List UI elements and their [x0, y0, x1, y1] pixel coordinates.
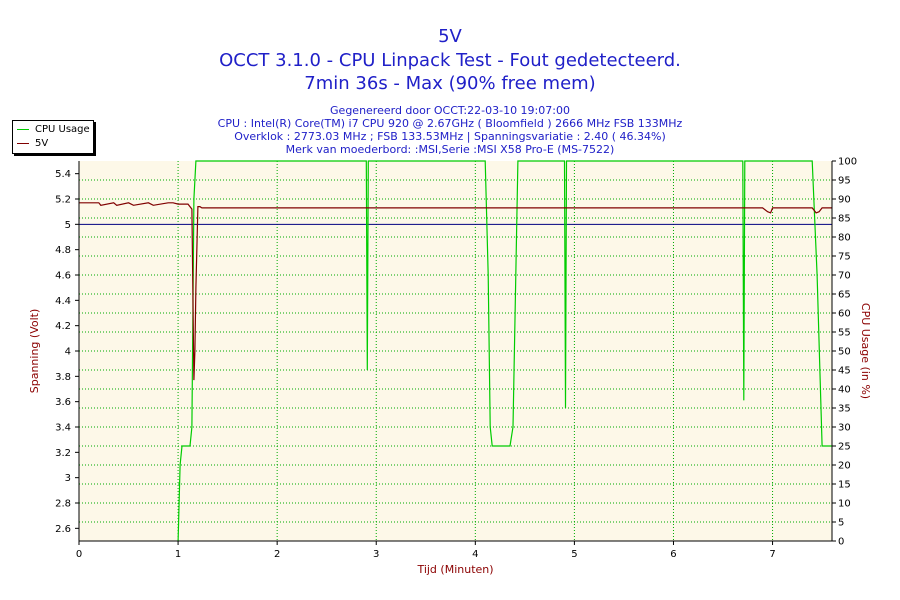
chart-subtitle: OCCT 3.1.0 - CPU Linpack Test - Fout ged…	[219, 50, 681, 71]
y-left-tick-label: 5	[65, 220, 71, 231]
y-left-tick-label: 3.8	[55, 372, 71, 383]
x-tick-label: 4	[472, 549, 478, 560]
series-line-cpu-usage	[177, 160, 832, 542]
info-overclock: Overklok : 2773.03 MHz ; FSB 133.53MHz |…	[234, 130, 666, 143]
x-tick-label: 5	[571, 549, 577, 560]
x-tick-label: 6	[670, 549, 676, 560]
y-axis-title-left: Spanning (Volt)	[28, 309, 41, 394]
chart-subtitle-duration: 7min 36s - Max (90% free mem)	[304, 73, 596, 94]
y-right-tick-label: 75	[838, 252, 851, 263]
y-right-tick-label: 15	[838, 480, 851, 491]
y-left-tick-label: 4.8	[55, 245, 71, 256]
y-right-tick-label: 60	[838, 309, 851, 320]
x-tick-label: 7	[769, 549, 775, 560]
y-right-tick-label: 65	[838, 290, 851, 301]
y-right-tick-label: 95	[838, 176, 851, 187]
x-tick-label: 0	[76, 549, 82, 560]
series-line-5v	[79, 202, 832, 381]
y-right-tick-label: 5	[838, 518, 844, 529]
y-right-tick-label: 90	[838, 195, 851, 206]
y-right-tick-label: 85	[838, 214, 851, 225]
y-right-tick-label: 40	[838, 385, 851, 396]
legend-item-5v: 5V	[17, 138, 48, 150]
info-generated: Gegenereerd door OCCT:22-03-10 19:07:00	[330, 104, 570, 117]
y-left-tick-label: 2.8	[55, 499, 71, 510]
legend-swatch-5v	[17, 142, 29, 144]
y-right-tick-label: 80	[838, 233, 851, 244]
y-left-tick-label: 4.2	[55, 321, 71, 332]
x-tick-label: 3	[373, 549, 379, 560]
x-axis-title: Tijd (Minuten)	[416, 563, 493, 576]
y-right-tick-label: 25	[838, 442, 851, 453]
chart-title: 5V	[438, 26, 462, 47]
y-right-tick-label: 50	[838, 347, 851, 358]
y-right-tick-label: 55	[838, 328, 851, 339]
y-right-tick-label: 35	[838, 404, 851, 415]
y-right-tick-label: 100	[838, 157, 857, 168]
y-right-tick-label: 30	[838, 423, 851, 434]
y-right-tick-label: 45	[838, 366, 851, 377]
y-left-tick-label: 2.6	[55, 524, 71, 535]
y-left-tick-label: 3.6	[55, 397, 71, 408]
y-right-tick-label: 20	[838, 461, 851, 472]
y-right-tick-label: 70	[838, 271, 851, 282]
y-left-tick-label: 3.4	[55, 423, 71, 434]
y-left-tick-label: 4.4	[55, 296, 71, 307]
y-left-tick-label: 3	[65, 473, 71, 484]
legend-item-cpu-usage: CPU Usage	[17, 124, 90, 136]
x-tick-label: 2	[274, 549, 280, 560]
legend-label-5v: 5V	[35, 138, 49, 149]
y-left-tick-label: 3.2	[55, 448, 71, 459]
info-cpu: CPU : Intel(R) Core(TM) i7 CPU 920 @ 2.6…	[217, 117, 683, 130]
y-left-tick-label: 4	[65, 347, 71, 358]
chart-legend: CPU Usage 5V	[12, 120, 94, 154]
y-right-tick-label: 0	[838, 537, 844, 548]
y-left-tick-label: 5.4	[55, 169, 71, 180]
y-axis-title-right: CPU Usage (in %)	[859, 303, 872, 399]
info-motherboard: Merk van moederbord: :MSI,Serie :MSI X58…	[285, 143, 615, 156]
legend-label-cpu-usage: CPU Usage	[35, 124, 90, 135]
y-left-tick-label: 4.6	[55, 271, 71, 282]
y-left-tick-label: 5.2	[55, 195, 71, 206]
y-right-tick-label: 10	[838, 499, 851, 510]
x-tick-label: 1	[175, 549, 181, 560]
legend-swatch-cpu-usage	[17, 128, 29, 130]
